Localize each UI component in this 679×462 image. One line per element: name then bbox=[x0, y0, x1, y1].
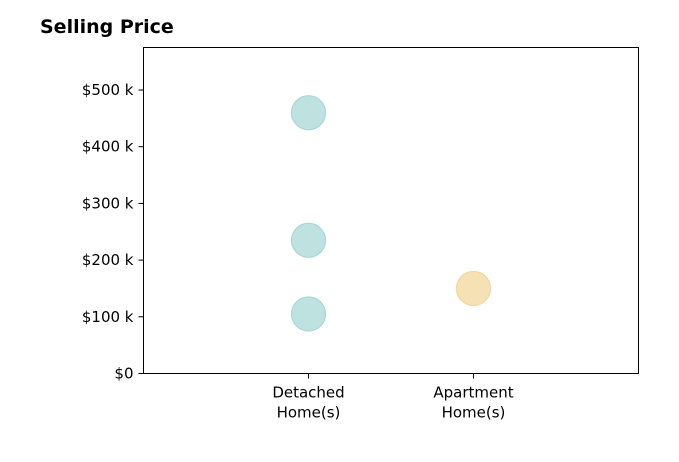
x-tick-label-0: Detached Home(s) bbox=[272, 384, 344, 422]
y-tick-label-1: $100 k bbox=[82, 308, 134, 326]
data-point-apartment-3 bbox=[455, 270, 492, 307]
y-tick-label-4: $400 k bbox=[82, 138, 134, 156]
y-axis: $0 $100 k $200 k $300 k $400 k $500 k bbox=[82, 81, 144, 383]
x-tick-label-line: Apartment bbox=[433, 384, 513, 402]
data-point-detached-1 bbox=[290, 222, 327, 258]
x-tick-label-line: Home(s) bbox=[277, 404, 341, 422]
y-tick-label-5: $500 k bbox=[82, 81, 134, 99]
y-tick-label-2: $200 k bbox=[82, 251, 134, 269]
x-tick-label-line: Home(s) bbox=[442, 404, 506, 422]
x-tick-label-1: Apartment Home(s) bbox=[433, 384, 513, 422]
plot-area-frame bbox=[143, 47, 639, 374]
y-tick-label-0: $0 bbox=[114, 365, 133, 383]
points-layer bbox=[290, 95, 492, 332]
x-tick-label-line: Detached bbox=[272, 384, 344, 402]
chart-title: Selling Price bbox=[40, 16, 174, 38]
data-point-detached-0 bbox=[290, 95, 327, 131]
data-point-detached-2 bbox=[290, 296, 327, 332]
y-tick-label-3: $300 k bbox=[82, 194, 134, 212]
x-axis: Detached Home(s) Apartment Home(s) bbox=[272, 373, 514, 422]
